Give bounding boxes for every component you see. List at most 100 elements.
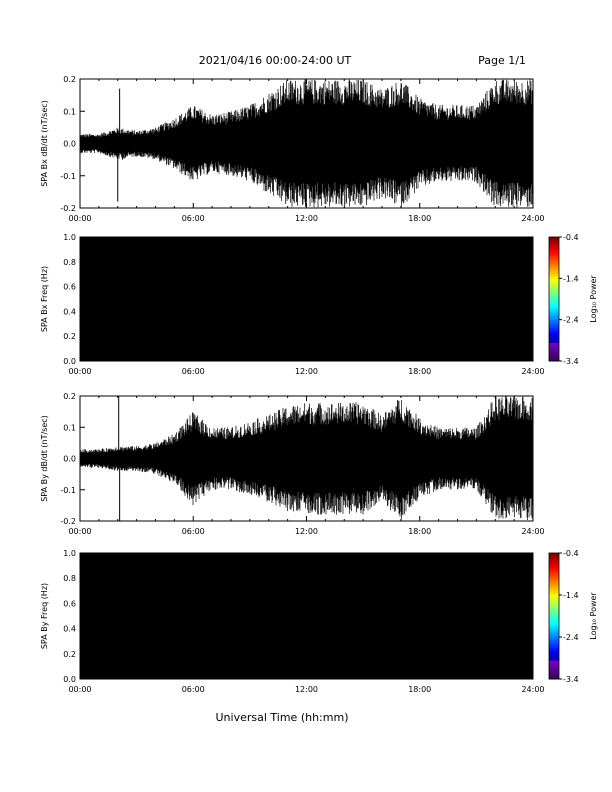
colorbar-swatch: [549, 294, 559, 298]
y-axis-label: SPA Bx dB/dt (nT/sec): [40, 100, 49, 187]
panel-3-spectrogram: [80, 553, 533, 679]
panel-1-spectrogram: [80, 237, 533, 361]
colorbar-swatch: [549, 346, 559, 350]
y-tick-label: 0.1: [63, 423, 76, 432]
colorbar-swatch: [549, 245, 559, 248]
colorbar-swatch: [549, 249, 559, 252]
colorbar-swatch: [549, 263, 559, 267]
spectrogram-background: [80, 237, 533, 361]
y-axis-label: SPA Bx Freq (Hz): [40, 266, 49, 332]
colorbar-swatch: [549, 237, 559, 240]
trace-series: [80, 79, 533, 208]
y-axis-label: SPA By dB/dt (nT/sec): [40, 415, 49, 502]
trace-series: [80, 396, 533, 520]
colorbar-swatch: [549, 358, 559, 362]
y-tick-label: 0.8: [63, 258, 76, 267]
panel-2-trace: [80, 396, 533, 521]
colorbar-swatch: [549, 301, 559, 304]
colorbar-swatch: [549, 290, 559, 294]
y-tick-label: 0.6: [63, 283, 76, 292]
x-tick-label: 06:00: [182, 527, 205, 536]
y-tick-label: -0.2: [60, 517, 76, 526]
colorbar-swatch: [549, 321, 559, 325]
colorbar-swatch: [549, 261, 559, 265]
colorbar-swatch: [549, 332, 559, 335]
colorbar-swatch: [549, 350, 559, 354]
colorbar-swatch: [549, 253, 559, 257]
page-indicator: Page 1/1: [478, 54, 526, 67]
colorbar-swatch: [549, 278, 559, 281]
y-tick-label: 0.1: [63, 107, 76, 116]
x-tick-label: 18:00: [408, 527, 431, 536]
colorbar-swatch: [549, 354, 559, 358]
panel-1-axes: 00:00 06:00 12:00 18:00 24:00 0.0 0.2 0.4 0.6 0.8…: [40, 233, 545, 376]
colorbar-swatch: [549, 251, 559, 255]
colorbar-swatch: [549, 292, 559, 296]
colorbar-tick-label: -0.4: [563, 233, 579, 242]
colorbar-swatch: [549, 286, 559, 290]
x-tick-label: 06:00: [182, 367, 205, 376]
colorbar-swatch: [549, 352, 559, 356]
y-tick-label: 0.2: [63, 75, 76, 84]
colorbar-swatch: [549, 305, 559, 308]
colorbar-swatch: [549, 280, 559, 283]
y-tick-label: 0.2: [63, 332, 76, 341]
colorbar-swatch: [549, 338, 559, 341]
colorbar-swatch: [549, 344, 559, 348]
colorbar-swatch: [549, 243, 559, 246]
colorbar-swatch: [549, 307, 559, 310]
colorbar-tick-label: -2.4: [563, 316, 579, 325]
colorbar-swatch: [549, 330, 559, 333]
colorbar-swatch: [549, 342, 559, 345]
colorbar-swatch: [549, 303, 559, 306]
colorbar-swatch: [549, 315, 559, 319]
colorbar-swatch: [549, 270, 559, 273]
figure-title: 2021/04/16 00:00-24:00 UT: [199, 54, 352, 67]
colorbar-tick-label: -1.4: [563, 274, 579, 283]
x-tick-label: 18:00: [408, 367, 431, 376]
x-tick-label: 18:00: [408, 214, 431, 223]
x-tick-label: 24:00: [521, 527, 544, 536]
colorbar-swatch: [549, 284, 559, 288]
colorbar-swatch: [549, 311, 559, 314]
panel-1-colorbar: -0.4 -1.4 -2.4 -3.4 Log₁₀ Power: [548, 233, 598, 366]
colorbar-swatch: [549, 356, 559, 360]
colorbar-swatch: [549, 336, 559, 339]
colorbar-swatch: [549, 309, 559, 312]
colorbar-swatch: [549, 348, 559, 352]
x-tick-label: 12:00: [295, 367, 318, 376]
colorbar-swatch: [549, 274, 559, 277]
colorbar-swatch: [549, 265, 559, 269]
colorbar-frame: [548, 236, 560, 362]
x-tick-label: 24:00: [521, 214, 544, 223]
colorbar-swatch: [549, 313, 559, 317]
y-tick-label: -0.1: [60, 486, 76, 495]
colorbar-swatch: [549, 334, 559, 337]
x-tick-label: 06:00: [182, 214, 205, 223]
colorbar-swatch: [549, 255, 559, 259]
y-tick-label: 0.0: [63, 455, 76, 464]
colorbar-swatch: [549, 276, 559, 279]
colorbar-swatch: [549, 340, 559, 343]
x-tick-label: 00:00: [68, 527, 91, 536]
colorbar-swatch: [549, 296, 559, 300]
panel-0-trace: [80, 79, 533, 208]
y-tick-label: 1.0: [63, 233, 76, 242]
colorbar-swatch: [549, 327, 559, 331]
colorbar-swatch: [549, 325, 559, 329]
spectrogram-background: [80, 553, 533, 679]
colorbar-swatch: [549, 239, 559, 242]
panels: 00:00 06:00 12:00 18:00 24:00 -0.2 -0.1 0.0 0.1 0…: [40, 75, 598, 694]
colorbar-label: Log₁₀ Power: [589, 275, 598, 323]
x-tick-label: 00:00: [68, 214, 91, 223]
colorbar-swatch: [549, 257, 559, 261]
colorbar-swatch: [549, 272, 559, 275]
x-tick-label: 12:00: [295, 527, 318, 536]
y-tick-label: -0.2: [60, 204, 76, 213]
y-tick-label: -0.1: [60, 172, 76, 181]
colorbar-swatch: [549, 319, 559, 323]
colorbar-tick-label: -3.4: [563, 357, 579, 366]
colorbar-swatch: [549, 282, 559, 286]
colorbar-swatch: [549, 247, 559, 250]
